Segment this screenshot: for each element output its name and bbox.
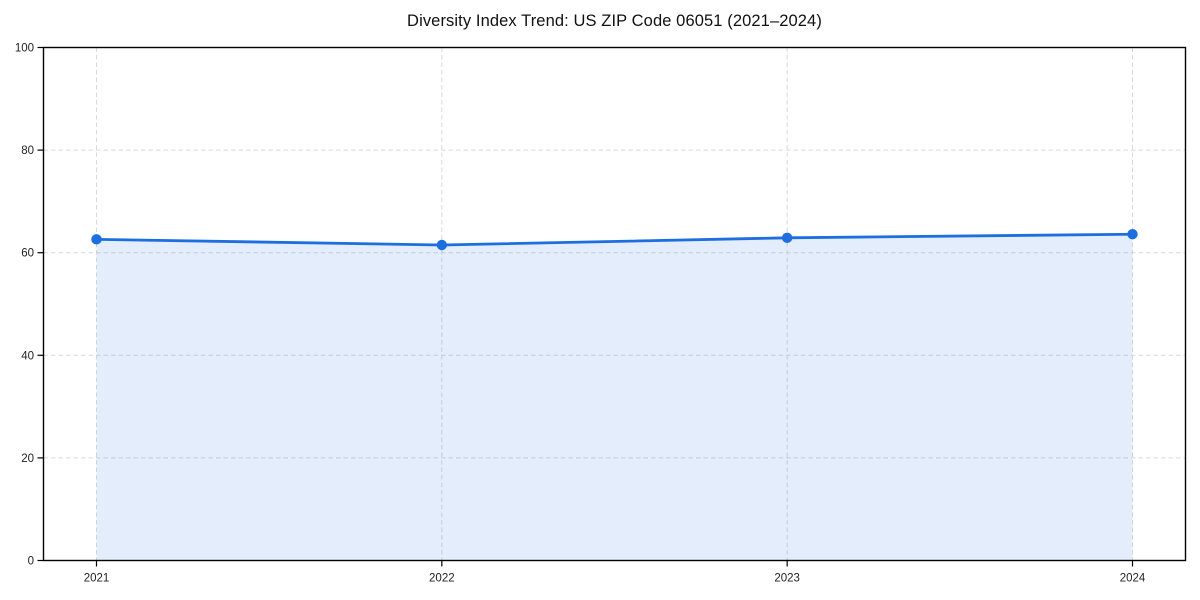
x-tick-label: 2021: [84, 573, 110, 585]
data-point-2021: [91, 234, 102, 245]
y-tick-label: 100: [15, 43, 34, 55]
x-tick-label: 2024: [1120, 573, 1146, 585]
area-fill: [96, 234, 1133, 561]
y-tick-label: 60: [21, 248, 34, 260]
y-tick-label: 0: [28, 556, 34, 568]
x-tick-label: 2023: [774, 573, 800, 585]
y-tick-label: 40: [21, 350, 34, 362]
y-tick-label: 80: [21, 145, 34, 157]
y-tick-label: 20: [21, 453, 34, 465]
x-tick-label: 2022: [429, 573, 455, 585]
data-point-2023: [781, 232, 793, 244]
chart-title: Diversity Index Trend: US ZIP Code 06051…: [407, 12, 822, 30]
data-point-2024: [1127, 229, 1138, 240]
trend-line: [95, 232, 1134, 247]
plot-border: [42, 46, 1187, 562]
data-point-2022: [436, 239, 448, 251]
